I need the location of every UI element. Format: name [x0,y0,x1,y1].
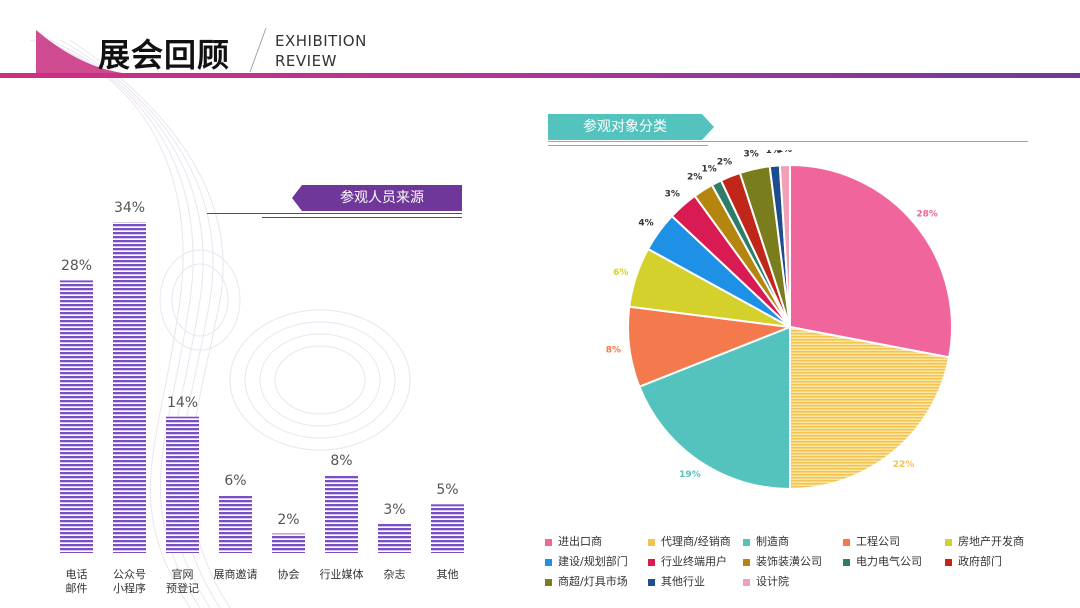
bar-0 [60,280,93,553]
left-chart-title: 参观人员来源 [340,190,424,206]
bar-value-label-4: 2% [277,511,300,528]
pie-label-10: 3% [744,150,759,159]
bar-category-label-5: 行业媒体 [319,568,364,581]
pie-label-6: 3% [665,189,680,199]
legend-item-4: 房地产开发商 [945,533,1024,549]
legend-label-1: 代理商/经销商 [661,535,731,548]
bar-value-label-0: 28% [60,258,93,275]
bar-6 [378,523,411,553]
pie-label-5: 4% [638,218,653,228]
legend-label-6: 行业终端用户 [661,555,727,568]
bar-category-label-3: 展商邀请 [213,568,258,581]
pie-slice-0 [789,163,953,359]
legend-swatch-5 [545,558,552,566]
bar-3 [219,494,252,553]
legend-label-2: 制造商 [756,535,789,548]
left-banner-rule [207,213,462,214]
legend-label-8: 电力电气公司 [856,555,922,568]
bar-7 [431,504,464,553]
legend-swatch-9 [945,558,952,566]
bar-5 [325,475,358,553]
legend-item-11: 其他行业 [648,573,705,589]
left-banner-rule-2 [262,217,462,218]
legend-label-0: 进出口商 [558,535,602,548]
legend-swatch-8 [843,558,850,566]
legend-swatch-0 [545,538,552,546]
pie-label-2: 19% [679,470,701,480]
legend-label-9: 政府部门 [958,555,1002,568]
pie-label-8: 1% [702,164,717,174]
legend-swatch-11 [648,578,655,586]
bar-value-label-5: 8% [330,453,353,470]
right-banner-rule-2 [548,145,708,146]
legend-item-5: 建设/规划部门 [545,553,628,569]
pie-slice-1 [789,325,951,491]
left-banner-shape [292,185,462,211]
bar-category-label-6: 杂志 [383,568,406,581]
pie-label-0: 28% [916,210,938,220]
page-subtitle: EXHIBITION REVIEW [275,31,367,71]
bar-1 [113,222,146,553]
pie-slice-2 [638,325,791,491]
legend-label-5: 建设/规划部门 [558,555,628,568]
legend-label-12: 设计院 [756,575,789,588]
legend-item-6: 行业终端用户 [648,553,727,569]
legend-item-2: 制造商 [743,533,789,549]
pie-label-9: 2% [717,157,732,167]
legend-swatch-6 [648,558,655,566]
right-banner-rule [548,141,1028,142]
bar-value-label-1: 34% [113,200,146,216]
bar-value-label-6: 3% [383,501,406,518]
subtitle-line-2: REVIEW [275,52,337,70]
pie-label-4: 6% [613,268,628,278]
bar-category-label-2: 官网 预登记 [166,568,199,595]
legend-item-8: 电力电气公司 [843,553,922,569]
bar-value-label-3: 6% [224,472,247,489]
legend-label-11: 其他行业 [661,575,705,588]
right-banner-shape [548,114,714,140]
bar-2 [166,416,199,553]
legend-item-12: 设计院 [743,573,789,589]
legend-swatch-3 [843,538,850,546]
legend-swatch-10 [545,578,552,586]
pie-label-3: 8% [606,345,621,355]
legend-item-1: 代理商/经销商 [648,533,731,549]
header-rule [0,73,1080,78]
legend-label-4: 房地产开发商 [958,535,1024,548]
legend-label-7: 装饰装潢公司 [756,555,822,568]
page-title: 展会回顾 [98,36,231,74]
legend-label-10: 商超/灯具市场 [558,575,628,588]
bar-value-label-7: 5% [436,482,459,499]
right-chart-title: 参观对象分类 [583,119,667,135]
legend-swatch-2 [743,538,750,546]
background-swirl [29,30,411,608]
legend-swatch-7 [743,558,750,566]
legend-swatch-12 [743,578,750,586]
bar-category-label-4: 协会 [277,568,300,581]
legend-item-7: 装饰装潢公司 [743,553,822,569]
subtitle-line-1: EXHIBITION [275,32,367,50]
legend-item-9: 政府部门 [945,553,1002,569]
bar-category-label-1: 公众号 小程序 [113,568,146,595]
legend-item-3: 工程公司 [843,533,900,549]
pie-label-12: 1% [777,150,792,155]
pie-label-1: 22% [893,460,915,470]
bar-category-label-7: 其他 [436,568,459,581]
pie-chart: 28%22%19%8%6%4%3%2%1%2%3% 1%1% [606,150,953,491]
legend-item-0: 进出口商 [545,533,602,549]
legend-swatch-4 [945,538,952,546]
header-divider [249,27,267,73]
pie-label-11: 1% [766,150,781,156]
pie-label-7: 2% [687,173,702,183]
bar-4 [272,533,305,553]
bar-category-label-0: 电话 邮件 [65,568,88,595]
legend-item-10: 商超/灯具市场 [545,573,628,589]
legend-swatch-1 [648,538,655,546]
bar-chart [60,222,464,553]
bar-value-label-2: 14% [166,394,199,411]
legend-label-3: 工程公司 [856,535,900,548]
pie-slice-12 [778,163,791,328]
